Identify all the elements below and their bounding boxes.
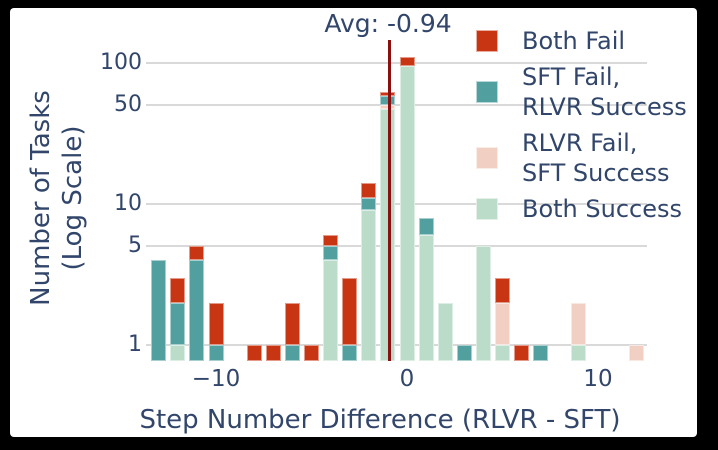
bar-segment-both_success [495, 345, 510, 361]
bar-segment-both_success [323, 260, 339, 361]
bar-segment-both_fail [361, 183, 377, 199]
y-tick-label: 100 [100, 50, 142, 75]
average-line [387, 40, 391, 361]
bar-segment-rlvr_fail_sft_success [628, 345, 644, 361]
legend-label: SFT Fail, RLVR Success [522, 63, 687, 121]
legend-label: Both Success [522, 195, 683, 223]
bar-segment-rlvr_fail_sft_success [571, 302, 587, 345]
bar-segment-both_fail [265, 345, 281, 361]
bar-segment-both_fail [170, 277, 186, 303]
y-tick-label: 5 [128, 233, 142, 259]
legend: Both Fail SFT Fail, RLVR Success RLVR Fail… [476, 26, 687, 224]
legend-swatch-both_success [476, 198, 498, 220]
bar-segment-both_success [437, 302, 453, 361]
bar-segment-sft_fail_rlvr_success [361, 198, 377, 211]
bar-segment-both_success [418, 235, 434, 361]
bar-segment-both_fail [304, 345, 319, 361]
y-axis-label: Number of Tasks (Log Scale) [26, 90, 88, 306]
bar-segment-both_success [571, 345, 587, 361]
bar-segment-both_success [361, 210, 377, 361]
bar-segment-sft_fail_rlvr_success [533, 345, 549, 361]
x-tick-label: 10 [583, 366, 613, 392]
bar-segment-both_success [475, 246, 491, 361]
bar-segment-sft_fail_rlvr_success [323, 246, 339, 261]
bar-segment-both_fail [208, 302, 224, 345]
bar-segment-both_success [170, 345, 186, 361]
bar-segment-both_fail [284, 302, 300, 345]
gridline [146, 62, 647, 64]
bar-segment-both_fail [323, 235, 339, 247]
bar-segment-sft_fail_rlvr_success [151, 260, 167, 361]
gridline [146, 245, 647, 248]
legend-label: Both Fail [522, 27, 626, 55]
gridline [146, 104, 647, 107]
legend-entry-rlvr_fail_sft_success: RLVR Fail, SFT Success [476, 128, 687, 188]
bar-segment-sft_fail_rlvr_success [456, 345, 472, 361]
bar-segment-sft_fail_rlvr_success [418, 217, 434, 236]
y-tick-label: 1 [128, 332, 142, 357]
y-tick-label: 50 [114, 92, 142, 118]
legend-entry-both_fail: Both Fail [476, 26, 687, 56]
bar-segment-sft_fail_rlvr_success [208, 345, 224, 361]
legend-label: RLVR Fail, SFT Success [522, 129, 670, 187]
x-tick-label: 0 [399, 366, 415, 392]
gridline [146, 203, 647, 205]
bar-segment-both_fail [399, 56, 415, 67]
bar-segment-rlvr_fail_sft_success [495, 302, 510, 345]
gridline [146, 344, 647, 346]
bar-segment-both_success [399, 66, 415, 361]
bar-segment-both_fail [514, 345, 530, 361]
bar-segment-both_fail [495, 277, 510, 303]
bar-segment-sft_fail_rlvr_success [170, 302, 186, 345]
bar-segment-both_fail [246, 345, 262, 361]
avg-annotation: Avg: -0.94 [324, 9, 452, 38]
legend-swatch-both_fail [476, 30, 498, 52]
x-tick-label: −10 [191, 366, 241, 392]
y-tick-label: 10 [114, 191, 142, 216]
legend-entry-both_success: Both Success [476, 194, 687, 224]
x-axis-label: Step Number Difference (RLVR - SFT) [139, 405, 621, 435]
bar-segment-sft_fail_rlvr_success [342, 345, 358, 361]
legend-entry-sft_fail_rlvr_success: SFT Fail, RLVR Success [476, 62, 687, 122]
bar-segment-both_fail [342, 277, 358, 345]
legend-swatch-sft_fail_rlvr_success [476, 81, 498, 103]
bar-segment-sft_fail_rlvr_success [189, 260, 205, 361]
bar-segment-both_fail [189, 246, 205, 261]
plot-canvas [10, 8, 697, 437]
bar-segment-sft_fail_rlvr_success [284, 345, 300, 361]
legend-swatch-rlvr_fail_sft_success [476, 147, 498, 169]
